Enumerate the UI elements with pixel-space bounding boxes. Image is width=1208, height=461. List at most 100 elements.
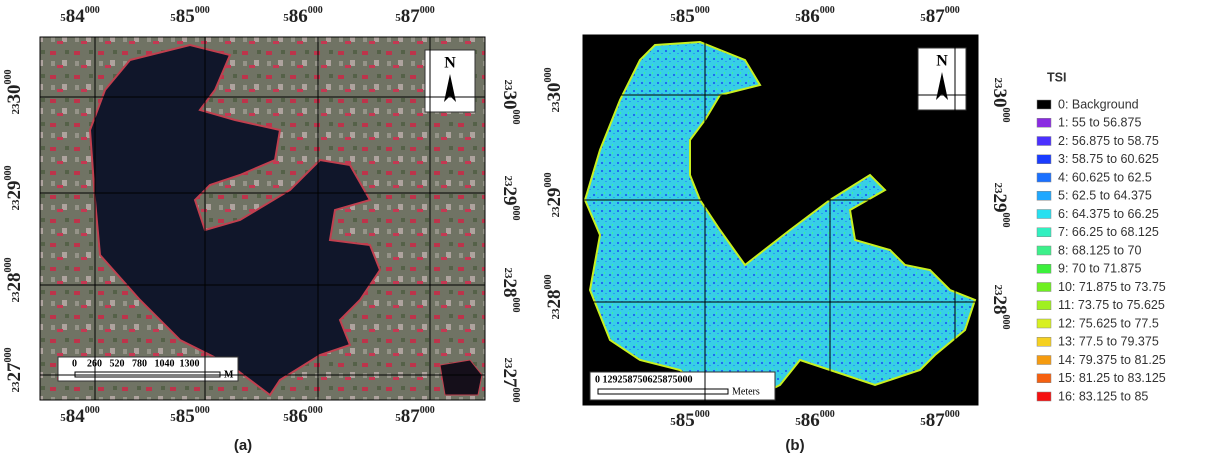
coord-main: 27 <box>4 362 25 382</box>
coord-suffix: 000 <box>543 275 554 290</box>
coord-main: 30 <box>499 91 520 110</box>
coordinate-label: 2329000 <box>499 176 521 221</box>
coord-prefix: 23 <box>10 199 22 211</box>
coord-main: 84 <box>66 406 86 427</box>
coord-suffix: 000 <box>420 5 435 16</box>
coord-prefix: 23 <box>502 358 514 370</box>
coord-main: 86 <box>289 406 308 427</box>
panel-a-map: N 0 260 520 780 1040 1300 M <box>40 37 485 400</box>
coord-prefix: 23 <box>10 291 22 303</box>
coord-suffix: 000 <box>85 405 100 416</box>
legend-label: 14: 79.375 to 81.25 <box>1058 353 1166 367</box>
legend-swatch <box>1037 337 1051 346</box>
legend-label: 0: Background <box>1058 97 1139 111</box>
legend-swatch <box>1037 173 1051 182</box>
coordinate-label: 586000 <box>795 5 835 27</box>
coord-suffix: 000 <box>510 206 521 221</box>
coord-suffix: 000 <box>510 298 521 313</box>
legend-swatch <box>1037 392 1051 401</box>
legend-swatch <box>1037 356 1051 365</box>
coordinate-label: 2330000 <box>499 80 521 125</box>
legend-label: 2: 56.875 to 58.75 <box>1058 134 1159 148</box>
caption: (a) <box>234 437 252 454</box>
coord-suffix: 000 <box>820 5 835 16</box>
legend-label: 15: 81.25 to 83.125 <box>1058 371 1166 385</box>
coordinate-label: 587000 <box>920 5 960 27</box>
legend-title: TSI <box>1047 70 1066 84</box>
coord-main: 29 <box>499 187 520 206</box>
coord-prefix: 23 <box>992 183 1004 195</box>
north-label: N <box>444 55 456 72</box>
coord-main: 27 <box>499 369 520 389</box>
coord-prefix: 23 <box>502 268 514 280</box>
coord-main: 85 <box>176 6 195 27</box>
coord-suffix: 000 <box>195 5 210 16</box>
coord-suffix: 000 <box>195 405 210 416</box>
coord-main: 85 <box>676 6 695 27</box>
coord-suffix: 000 <box>945 409 960 420</box>
legend-swatch <box>1037 319 1051 328</box>
coordinate-label: 585000 <box>170 405 210 427</box>
coordinate-label: 585000 <box>170 5 210 27</box>
coord-main: 87 <box>401 406 421 427</box>
coord-suffix: 000 <box>695 5 710 16</box>
coord-main: 29 <box>544 188 565 207</box>
legend-swatch <box>1037 118 1051 127</box>
coord-main: 30 <box>989 89 1010 108</box>
coord-main: 87 <box>926 410 946 431</box>
coordinate-label: 2330000 <box>543 68 565 113</box>
scale-bar-ticks: 0 260 520 780 1040 1300 <box>72 358 200 369</box>
coordinate-label: 586000 <box>283 5 323 27</box>
coord-prefix: 23 <box>550 206 562 218</box>
caption: (b) <box>785 437 804 454</box>
coord-prefix: 23 <box>992 78 1004 90</box>
legend-label: 16: 83.125 to 85 <box>1058 389 1148 403</box>
coord-suffix: 000 <box>510 110 521 125</box>
coordinate-label: 2329000 <box>543 173 565 218</box>
coord-suffix: 000 <box>1000 315 1011 330</box>
legend-label: 1: 55 to 56.875 <box>1058 116 1141 130</box>
coord-main: 28 <box>989 296 1010 315</box>
legend-label: 3: 58.75 to 60.625 <box>1058 152 1159 166</box>
coord-suffix: 000 <box>1000 213 1011 228</box>
coordinate-label: 2328000 <box>989 285 1011 330</box>
legend-label: 12: 75.625 to 77.5 <box>1058 316 1159 330</box>
legend-swatch <box>1037 228 1051 237</box>
coord-main: 85 <box>676 410 695 431</box>
legend-swatch <box>1037 137 1051 146</box>
coord-main: 85 <box>176 406 195 427</box>
coordinate-label: 584000 <box>60 405 100 427</box>
coord-suffix: 000 <box>3 258 14 273</box>
panel-b-map: N 0 129258750625875000 Meters <box>583 35 978 405</box>
legend-swatch <box>1037 374 1051 383</box>
coord-suffix: 000 <box>308 5 323 16</box>
coordinate-label: 2329000 <box>989 183 1011 228</box>
legend-swatch <box>1037 283 1051 292</box>
coord-suffix: 000 <box>3 348 14 363</box>
coord-suffix: 000 <box>1000 108 1011 123</box>
coordinate-label: 2328000 <box>543 275 565 320</box>
coord-main: 30 <box>544 83 565 102</box>
coord-suffix: 000 <box>3 70 14 85</box>
coordinate-label: 587000 <box>920 409 960 431</box>
coordinate-label: 2327000 <box>3 348 25 393</box>
coordinate-label: 2327000 <box>499 358 521 403</box>
coord-prefix: 23 <box>992 285 1004 297</box>
coord-main: 87 <box>926 6 946 27</box>
coord-main: 29 <box>989 194 1010 213</box>
scale-bar-unit: Meters <box>732 386 760 397</box>
coord-suffix: 000 <box>945 5 960 16</box>
coordinate-label: 586000 <box>283 405 323 427</box>
coord-suffix: 000 <box>3 166 14 181</box>
coord-suffix: 000 <box>695 409 710 420</box>
coord-suffix: 000 <box>510 388 521 403</box>
coordinate-label: 2330000 <box>989 78 1011 123</box>
coord-suffix: 000 <box>85 5 100 16</box>
coordinate-label: 2329000 <box>3 166 25 211</box>
legend-swatch <box>1037 301 1051 310</box>
coord-main: 29 <box>4 181 25 200</box>
legend-swatch <box>1037 191 1051 200</box>
coord-main: 86 <box>801 6 820 27</box>
coord-main: 87 <box>401 6 421 27</box>
coord-prefix: 23 <box>10 103 22 115</box>
